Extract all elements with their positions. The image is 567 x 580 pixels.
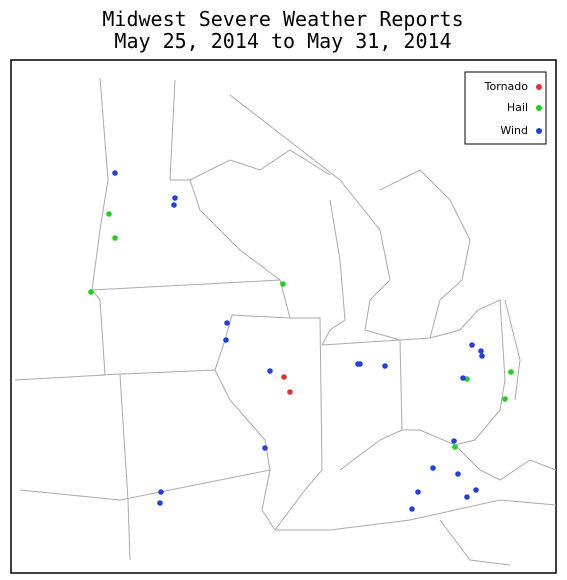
legend-swatch <box>536 105 542 111</box>
report-point <box>478 348 484 354</box>
report-point <box>172 195 178 201</box>
report-point <box>171 202 177 208</box>
report-point <box>224 320 230 326</box>
report-point <box>452 444 458 450</box>
borders <box>14 77 557 566</box>
legend-label: Wind <box>500 124 528 137</box>
report-point <box>267 368 273 374</box>
report-point <box>280 281 286 287</box>
report-point <box>223 337 229 343</box>
legend-swatch <box>536 128 542 134</box>
legend-label: Tornado <box>484 80 529 93</box>
report-point <box>409 506 415 512</box>
legend-swatch <box>536 84 542 90</box>
report-point <box>464 494 470 500</box>
title: Midwest Severe Weather Reports <box>102 7 463 31</box>
report-point <box>469 342 475 348</box>
report-point <box>451 438 457 444</box>
report-point <box>415 489 421 495</box>
report-point <box>502 396 508 402</box>
report-point <box>479 353 485 359</box>
report-point <box>106 211 112 217</box>
legend: Tornado Hail Wind <box>464 71 547 145</box>
reports <box>88 170 514 512</box>
report-point <box>357 361 363 367</box>
legend-label: Hail <box>507 101 528 114</box>
map-frame <box>10 59 557 574</box>
report-point <box>508 369 514 375</box>
report-point <box>158 489 164 495</box>
report-point <box>88 289 94 295</box>
report-point <box>430 465 436 471</box>
report-point <box>382 363 388 369</box>
legend-box <box>464 71 547 145</box>
subtitle: May 25, 2014 to May 31, 2014 <box>114 29 451 53</box>
report-point <box>473 487 479 493</box>
report-point <box>460 375 466 381</box>
report-point <box>455 471 461 477</box>
report-point <box>281 374 287 380</box>
report-point <box>157 500 163 506</box>
report-point <box>112 235 118 241</box>
report-point <box>262 445 268 451</box>
report-point <box>287 389 293 395</box>
report-point <box>112 170 118 176</box>
